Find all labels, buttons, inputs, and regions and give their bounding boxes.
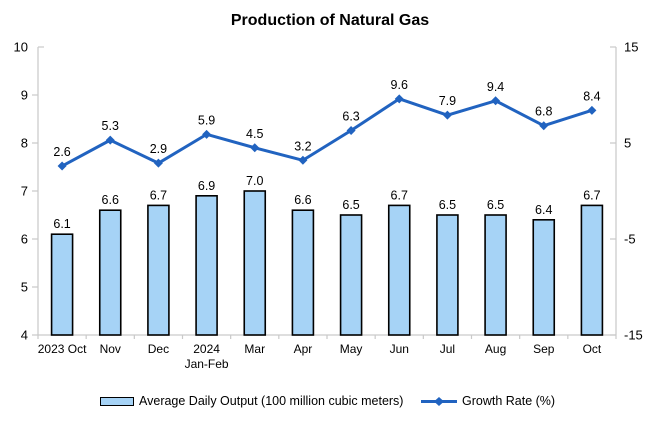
bar: [147, 204, 170, 336]
line-marker-diamond: [394, 94, 404, 104]
line-series-label: Growth Rate (%): [462, 394, 556, 408]
line-marker-diamond: [491, 96, 501, 106]
bar: [291, 209, 315, 336]
left-axis-tick-label: 7: [21, 184, 28, 199]
bar-value-label: 6.7: [583, 188, 600, 202]
line-value-label: 8.4: [583, 89, 600, 103]
line-value-label: 9.4: [487, 80, 504, 94]
bar: [243, 190, 267, 336]
line-marker-diamond: [442, 110, 452, 120]
line-value-label: 6.8: [535, 105, 552, 119]
line-value-label: 5.9: [198, 113, 215, 127]
bar-value-label: 6.5: [439, 198, 456, 212]
line-value-label: 4.5: [246, 127, 263, 141]
bar-value-label: 6.5: [487, 198, 504, 212]
bar: [387, 204, 411, 336]
left-axis-tick-label: 9: [21, 88, 28, 103]
x-axis-category-label: Aug: [485, 342, 506, 356]
x-axis-category-label: Apr: [294, 342, 313, 356]
right-axis-tick-label: 15: [624, 40, 638, 55]
bar-value-label: 6.7: [391, 188, 408, 202]
bar: [580, 204, 604, 336]
line-marker-diamond: [202, 129, 212, 139]
bar-series-swatch-icon: [100, 396, 134, 406]
chart-title: Production of Natural Gas: [230, 12, 430, 29]
line-value-label: 6.3: [342, 110, 359, 124]
line-marker-diamond: [539, 121, 549, 131]
line-marker-diamond: [57, 161, 67, 171]
line-value-label: 5.3: [102, 119, 119, 133]
bar-value-label: 6.5: [342, 198, 359, 212]
bar-value-label: 7.0: [246, 174, 263, 188]
bar-value-label: 6.4: [535, 203, 552, 217]
line-value-label: 9.6: [391, 78, 408, 92]
line-value-label: 3.2: [294, 139, 311, 153]
chart-legend: Average Daily Output (100 million cubic …: [0, 392, 660, 414]
x-axis-category-label: May: [340, 342, 363, 356]
legend-item-line-series: Growth Rate (%): [421, 394, 555, 408]
right-axis-tick-label: -15: [624, 328, 643, 343]
line-marker-diamond: [250, 143, 260, 153]
bar: [339, 214, 363, 336]
bar-value-label: 6.6: [294, 193, 311, 207]
x-axis-category-label: Mar: [244, 342, 265, 356]
line-marker-diamond: [298, 155, 308, 165]
bar: [532, 219, 556, 336]
bar: [195, 195, 218, 336]
right-axis-tick-label: 5: [624, 136, 631, 151]
x-axis-category-label: Jun: [390, 342, 409, 356]
line-marker-diamond: [346, 126, 356, 136]
line-series-swatch-icon: [421, 396, 457, 406]
line-value-label: 2.6: [53, 145, 70, 159]
legend-item-bar-series: Average Daily Output (100 million cubic …: [100, 394, 403, 408]
right-axis-tick-label: -5: [624, 232, 636, 247]
x-axis-category-label: Oct: [583, 342, 602, 356]
bar-series-label: Average Daily Output (100 million cubic …: [139, 394, 404, 408]
bar: [484, 214, 507, 336]
line-marker-diamond: [587, 105, 597, 115]
left-axis-tick-label: 6: [21, 232, 28, 247]
left-axis-tick-label: 5: [21, 280, 28, 295]
line-value-label: 2.9: [150, 142, 167, 156]
left-axis-tick-label: 4: [21, 328, 28, 343]
bar-value-label: 6.6: [102, 193, 119, 207]
left-axis-tick-label: 10: [14, 40, 28, 55]
line-marker-diamond: [105, 135, 115, 145]
x-axis-category-label: 2023 Oct: [38, 342, 87, 356]
line-value-label: 7.9: [439, 94, 456, 108]
bar-value-label: 6.1: [53, 217, 70, 231]
left-axis-tick-label: 8: [21, 136, 28, 151]
x-axis-category-label: Jan-Feb: [185, 357, 229, 371]
growth-rate-line: [60, 97, 594, 168]
x-axis-category-label: 2024: [193, 342, 220, 356]
bar: [50, 233, 74, 336]
bar-value-label: 6.9: [198, 179, 215, 193]
bar: [98, 209, 122, 336]
x-axis-category-label: Sep: [533, 342, 555, 356]
bar: [436, 214, 459, 336]
x-axis-category-label: Dec: [148, 342, 169, 356]
line-marker-diamond: [153, 158, 163, 168]
natural-gas-chart-plot: 4 5 6 7 8 9 10 -15 -5 5 15 2023 Oct Nov Dec 2024Jan-Fe…: [14, 40, 643, 372]
x-axis-category-label: Jul: [440, 342, 455, 356]
x-axis-category-label: Nov: [100, 342, 121, 356]
bar-value-label: 6.7: [150, 188, 167, 202]
